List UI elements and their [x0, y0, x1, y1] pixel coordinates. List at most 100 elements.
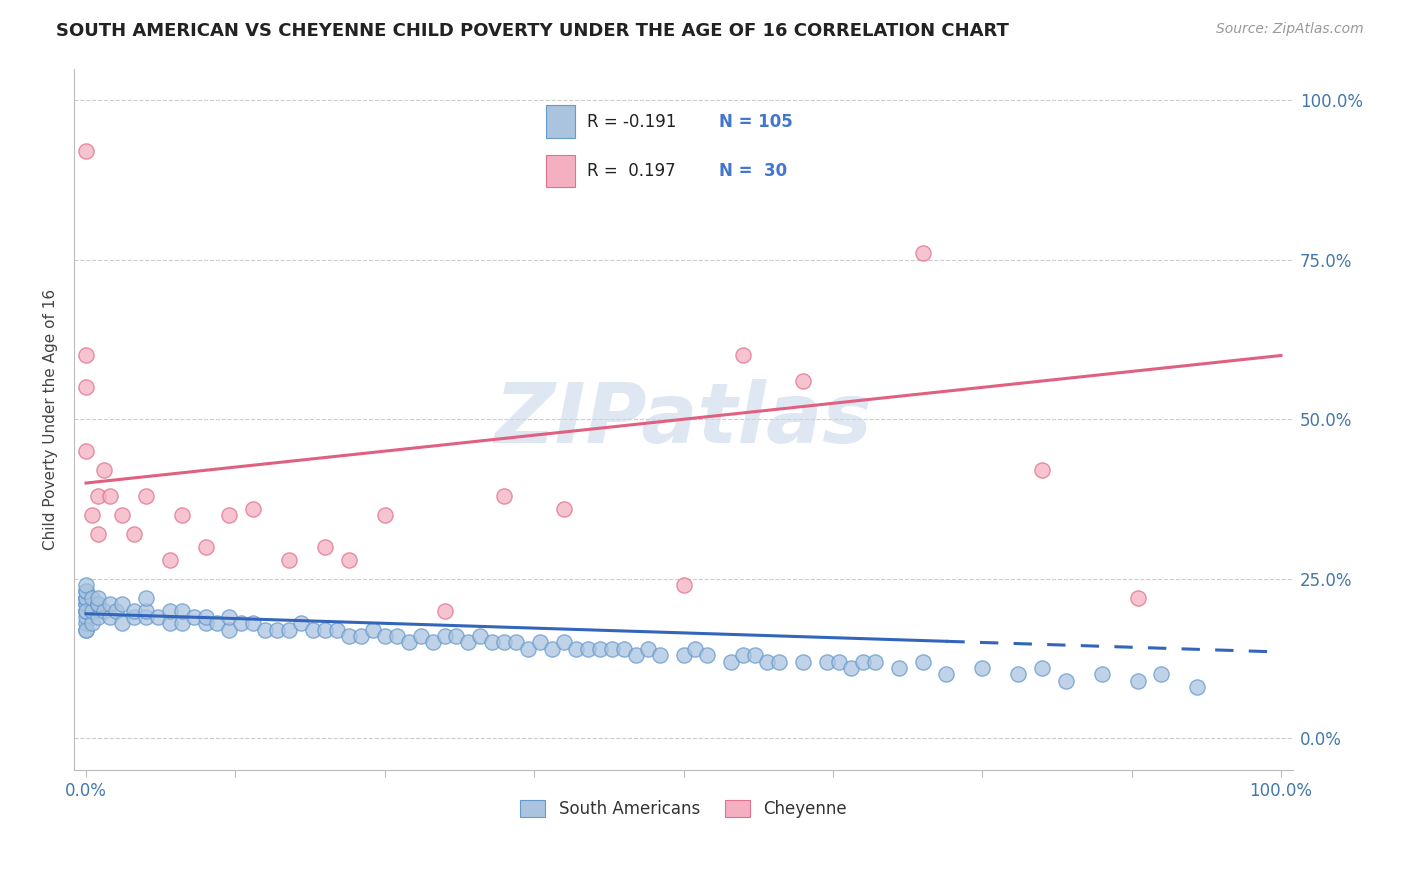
Point: [80, 603, 103, 617]
Point: [122, 610, 145, 624]
Point: [75, 623, 97, 637]
Point: [194, 616, 217, 631]
Point: [75, 610, 97, 624]
Point: [278, 623, 301, 637]
Point: [852, 655, 875, 669]
Point: [385, 629, 408, 643]
Point: [1150, 667, 1173, 681]
Point: [863, 655, 886, 669]
Point: [111, 597, 134, 611]
Point: [350, 629, 373, 643]
Point: [93, 603, 115, 617]
Point: [314, 540, 336, 554]
Point: [87, 610, 110, 624]
Point: [565, 641, 588, 656]
Point: [374, 629, 396, 643]
Point: [1031, 661, 1053, 675]
Point: [135, 489, 157, 503]
Point: [433, 629, 456, 643]
Point: [337, 629, 360, 643]
Point: [159, 552, 181, 566]
Point: [589, 641, 612, 656]
Point: [98, 610, 121, 624]
Point: [457, 635, 479, 649]
Point: [146, 610, 169, 624]
Point: [1126, 673, 1149, 688]
Point: [75, 603, 97, 617]
Point: [314, 623, 336, 637]
Point: [75, 578, 97, 592]
Point: [122, 527, 145, 541]
Point: [111, 616, 134, 631]
Text: ZIPatlas: ZIPatlas: [495, 379, 873, 459]
Point: [1007, 667, 1029, 681]
Point: [422, 635, 444, 649]
Point: [75, 591, 97, 605]
Point: [75, 584, 97, 599]
Point: [911, 246, 934, 260]
Point: [75, 623, 97, 637]
Point: [242, 501, 264, 516]
Point: [637, 641, 659, 656]
Point: [87, 489, 110, 503]
Point: [87, 597, 110, 611]
Point: [80, 591, 103, 605]
Point: [529, 635, 551, 649]
Point: [98, 597, 121, 611]
Point: [409, 629, 432, 643]
Point: [75, 145, 97, 159]
Point: [75, 597, 97, 611]
Point: [75, 444, 97, 458]
Point: [696, 648, 718, 663]
Point: [302, 623, 325, 637]
Point: [470, 629, 492, 643]
Point: [494, 635, 516, 649]
Point: [98, 489, 121, 503]
Point: [839, 661, 862, 675]
Point: [374, 508, 396, 522]
Point: [87, 597, 110, 611]
Point: [266, 623, 288, 637]
Point: [1126, 591, 1149, 605]
Point: [170, 616, 193, 631]
Point: [290, 616, 312, 631]
Point: [159, 616, 181, 631]
Point: [972, 661, 994, 675]
Point: [231, 616, 253, 631]
Point: [685, 641, 707, 656]
Point: [361, 623, 384, 637]
Point: [398, 635, 420, 649]
Point: [648, 648, 671, 663]
Point: [887, 661, 910, 675]
Point: [194, 540, 217, 554]
Point: [446, 629, 468, 643]
Point: [254, 623, 277, 637]
Point: [553, 635, 575, 649]
Point: [218, 623, 240, 637]
Point: [576, 641, 599, 656]
Point: [93, 463, 115, 477]
Point: [541, 641, 564, 656]
Point: [75, 380, 97, 394]
Point: [170, 603, 193, 617]
Point: [1031, 463, 1053, 477]
Point: [911, 655, 934, 669]
Point: [815, 655, 838, 669]
Point: [337, 552, 360, 566]
Point: [481, 635, 503, 649]
Point: [672, 648, 695, 663]
Point: [242, 616, 264, 631]
Point: [207, 616, 229, 631]
Point: [183, 610, 205, 624]
Point: [613, 641, 636, 656]
Point: [75, 603, 97, 617]
Point: [75, 349, 97, 363]
Point: [87, 591, 110, 605]
Point: [792, 655, 814, 669]
Point: [218, 610, 240, 624]
Point: [80, 616, 103, 631]
Point: [935, 667, 957, 681]
Point: [75, 597, 97, 611]
Point: [194, 610, 217, 624]
Point: [122, 603, 145, 617]
